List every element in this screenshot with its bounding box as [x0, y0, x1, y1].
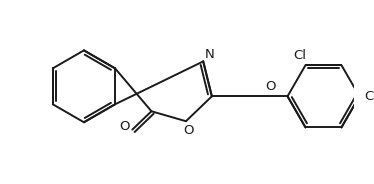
- Text: Cl: Cl: [293, 49, 306, 62]
- Text: Cl: Cl: [364, 90, 374, 103]
- Text: N: N: [205, 48, 215, 61]
- Text: O: O: [183, 124, 193, 137]
- Text: O: O: [265, 80, 276, 93]
- Text: O: O: [120, 120, 130, 133]
